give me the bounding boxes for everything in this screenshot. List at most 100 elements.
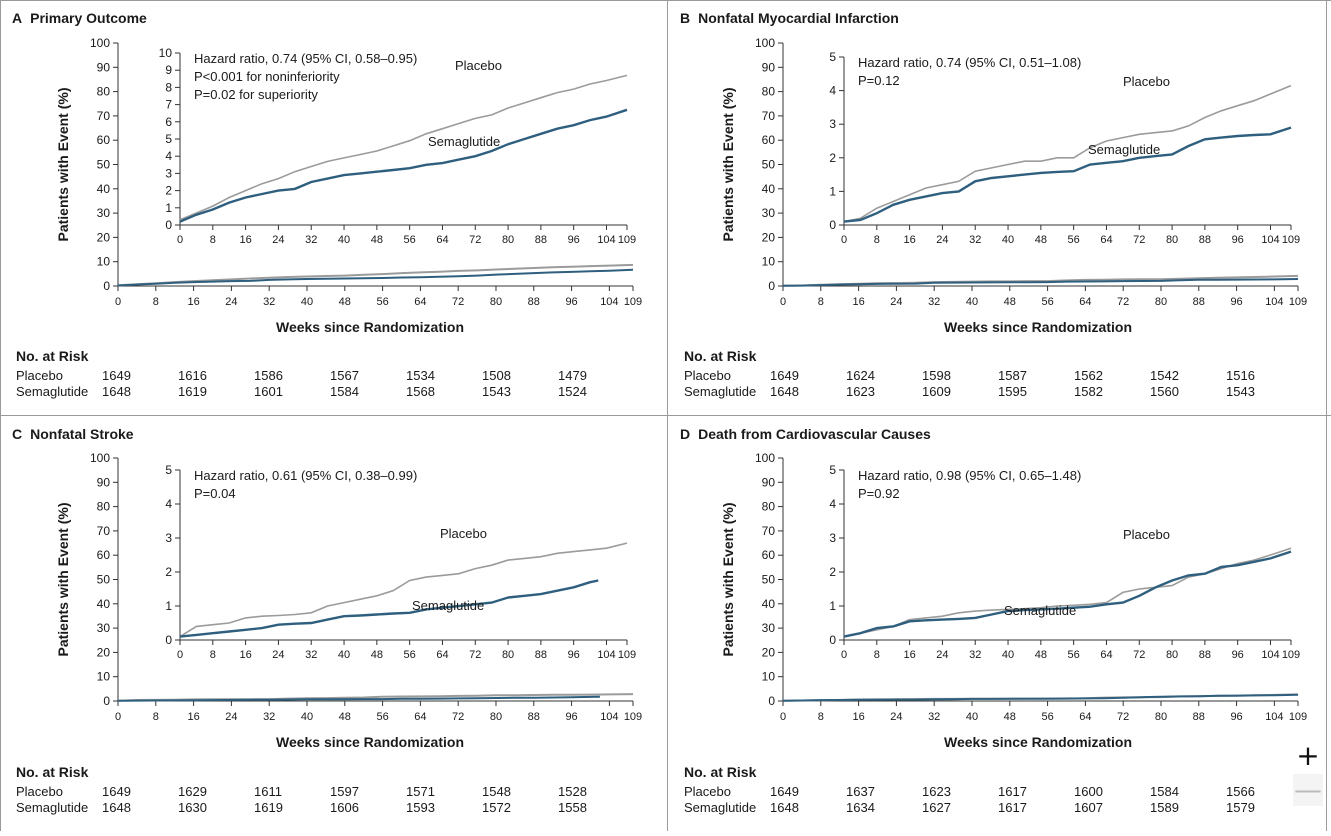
risk-row-label: Placebo [684,368,731,383]
y-tick-label: 90 [762,60,776,74]
inset-x-tick-label: 40 [338,649,350,661]
inset-x-tick-label: 24 [272,234,284,246]
risk-value: 1542 [1150,368,1179,383]
inset-x-tick-label: 56 [1068,234,1080,246]
y-axis-title: Patients with Event (%) [720,502,736,656]
inset-x-tick-label: 104 [1261,234,1279,246]
inset-x-tick-label: 72 [469,234,481,246]
x-tick-label: 0 [115,296,121,308]
inset-y-tick-label: 9 [165,63,172,77]
x-tick-label: 80 [1155,711,1167,723]
y-tick-label: 30 [97,206,111,220]
panel-letter: A [12,10,23,26]
x-tick-label: 88 [528,711,540,723]
x-axis-title: Weeks since Randomization [276,319,464,335]
x-tick-label: 96 [1230,296,1242,308]
inset-x-tick-label: 32 [969,234,981,246]
inset-series-placebo [843,84,1292,223]
inset-x-tick-label: 0 [177,649,183,661]
x-tick-label: 48 [1004,711,1016,723]
risk-value: 1528 [558,784,587,799]
inset-series-placebo [179,542,628,638]
zoom-controls: + — [1293,740,1323,810]
x-tick-label: 16 [852,296,864,308]
inset-x-tick-label: 40 [338,234,350,246]
risk-value: 1534 [406,368,435,383]
inset-y-tick-label: 4 [829,497,836,511]
x-tick-label: 56 [1041,711,1053,723]
zoom-in-button[interactable]: + [1293,740,1323,772]
inset-series-placebo [843,547,1292,638]
y-tick-label: 90 [762,475,776,489]
inset-y-tick-label: 2 [829,151,836,165]
risk-value: 1598 [922,368,951,383]
risk-value: 1648 [102,800,131,815]
inset-y-tick-label: 2 [165,565,172,579]
y-tick-label: 20 [762,645,776,659]
inset-x-tick-label: 64 [1100,649,1112,661]
risk-value: 1524 [558,384,587,399]
x-tick-label: 88 [1193,711,1205,723]
risk-value: 1566 [1226,784,1255,799]
x-axis-title: Weeks since Randomization [944,734,1132,750]
inset-x-tick-label: 109 [618,234,636,246]
inset-y-tick-label: 4 [165,149,172,163]
risk-value: 1637 [846,784,875,799]
risk-value: 1560 [1150,384,1179,399]
y-tick-label: 100 [90,451,110,465]
inset-x-tick-label: 96 [1232,649,1244,661]
series-label-semaglutide: Semaglutide [412,598,484,613]
inset-x-tick-label: 88 [1199,234,1211,246]
x-tick-label: 64 [1079,296,1091,308]
y-tick-label: 60 [762,133,776,147]
risk-value: 1584 [330,384,359,399]
inset-x-tick-label: 0 [841,649,847,661]
risk-value: 1543 [482,384,511,399]
inset-x-tick-label: 109 [618,649,636,661]
inset-x-tick-label: 0 [841,234,847,246]
inset-x-tick-label: 88 [535,234,547,246]
y-tick-label: 40 [97,182,111,196]
inset-x-tick-label: 56 [404,649,416,661]
inset-chart: 0 1 2 3 4 5 0 8 16 24 32 40 48 56 64 72 80 88 96 104 109 Haza… [165,463,636,661]
y-tick-label: 60 [97,548,111,562]
risk-row-label: Semaglutide [16,800,89,815]
panel-title-text: Death from Cardiovascular Causes [698,426,931,442]
y-tick-label: 10 [762,670,776,684]
inset-series-semaglutide [843,126,1292,223]
x-tick-label: 0 [780,296,786,308]
inset-y-tick-label: 4 [165,497,172,511]
y-tick-label: 50 [762,158,776,172]
series-label-semaglutide: Semaglutide [428,134,500,149]
figure-border-right [1326,0,1327,831]
x-axis-title: Weeks since Randomization [276,734,464,750]
series-label-placebo: Placebo [1123,527,1170,542]
inset-y-tick-label: 1 [165,201,172,215]
y-tick-label: 0 [103,694,110,708]
panel-title-text: Nonfatal Myocardial Infarction [698,10,899,26]
y-tick-label: 40 [762,597,776,611]
risk-row-label: Placebo [16,784,63,799]
series-label-semaglutide: Semaglutide [1088,142,1160,157]
inset-y-tick-label: 3 [165,166,172,180]
risk-value: 1648 [770,384,799,399]
y-tick-label: 30 [762,621,776,635]
risk-value: 1606 [330,800,359,815]
x-tick-label: 32 [263,296,275,308]
risk-value: 1649 [102,784,131,799]
x-tick-label: 72 [452,296,464,308]
hazard-ratio-annotation: P=0.04 [194,486,236,501]
risk-value: 1649 [770,368,799,383]
inset-x-tick-label: 8 [874,234,880,246]
inset-x-tick-label: 32 [305,649,317,661]
risk-value: 1593 [406,800,435,815]
hazard-ratio-annotation: P=0.12 [858,73,900,88]
x-tick-label: 48 [339,711,351,723]
zoom-out-button[interactable]: — [1293,773,1323,806]
risk-value: 1616 [178,368,207,383]
risk-value: 1571 [406,784,435,799]
y-tick-label: 90 [97,60,111,74]
y-tick-label: 70 [762,524,776,538]
